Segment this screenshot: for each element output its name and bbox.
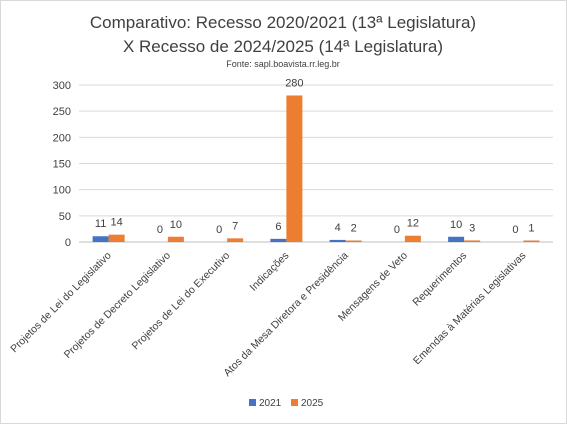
- data-label: 4: [335, 222, 341, 234]
- data-label: 10: [170, 219, 182, 231]
- bar-2025: [286, 95, 303, 242]
- bar-2021: [270, 238, 287, 242]
- data-label: 0: [512, 224, 518, 236]
- category-label: Indicações: [248, 250, 292, 294]
- chart-subtitle: Fonte: sapl.boavista.rr.leg.br: [226, 59, 340, 69]
- bar-2021: [92, 236, 109, 242]
- data-label: 2: [351, 223, 357, 235]
- data-label: 10: [450, 219, 462, 231]
- legend-swatch: [249, 399, 256, 406]
- data-label: 0: [157, 224, 163, 236]
- bars: [92, 95, 540, 242]
- y-tick-label: 300: [53, 80, 71, 92]
- chart-title-line-1: Comparativo: Recesso 2020/2021 (13ª Legi…: [90, 13, 476, 32]
- category-label: Atos da Mesa Diretora e Presidência: [221, 250, 351, 380]
- data-label: 7: [232, 220, 238, 232]
- y-tick-label: 50: [59, 211, 71, 223]
- data-label: 6: [275, 221, 281, 233]
- gridlines: [79, 84, 553, 243]
- data-label: 11: [95, 218, 106, 230]
- y-tick-label: 200: [53, 132, 71, 144]
- y-tick-label: 150: [53, 159, 71, 171]
- category-label: Projetos de Decreto Legislativo: [62, 250, 173, 361]
- data-label: 280: [285, 77, 303, 89]
- y-tick-label: 0: [65, 237, 71, 249]
- data-label: 0: [216, 224, 222, 236]
- bar-2025: [227, 238, 244, 242]
- legend: 2021 2025: [249, 398, 324, 409]
- data-label: 3: [469, 222, 475, 234]
- bar-2021: [329, 239, 346, 242]
- data-label: 1: [528, 223, 534, 235]
- legend-swatch: [291, 399, 298, 406]
- data-label: 14: [111, 217, 123, 229]
- data-label: 0: [394, 224, 400, 236]
- y-axis-ticks: 0 50 100 150 200 250 300: [53, 80, 71, 249]
- legend-label: 2021: [259, 398, 282, 409]
- bar-2025: [523, 240, 540, 242]
- category-label: Requerimentos: [410, 250, 469, 309]
- category-label: Projetos de Lei do Legislativo: [8, 250, 114, 356]
- bar-2025: [108, 234, 125, 242]
- category-label: Projetos de Lei do Executivo: [130, 250, 233, 353]
- bar-2021: [448, 236, 465, 242]
- category-label: Emendas à Matérias Legislativas: [411, 250, 528, 367]
- bar-2025: [464, 240, 481, 242]
- bar-2025: [404, 235, 421, 242]
- bar-2025: [167, 236, 184, 242]
- bar-2025: [345, 240, 362, 242]
- y-tick-label: 250: [53, 106, 71, 118]
- legend-label: 2025: [301, 398, 324, 409]
- y-tick-label: 100: [53, 185, 71, 197]
- data-label: 12: [407, 218, 419, 230]
- chart-title-line-2: X Recesso de 2024/2025 (14ª Legislatura): [123, 37, 443, 56]
